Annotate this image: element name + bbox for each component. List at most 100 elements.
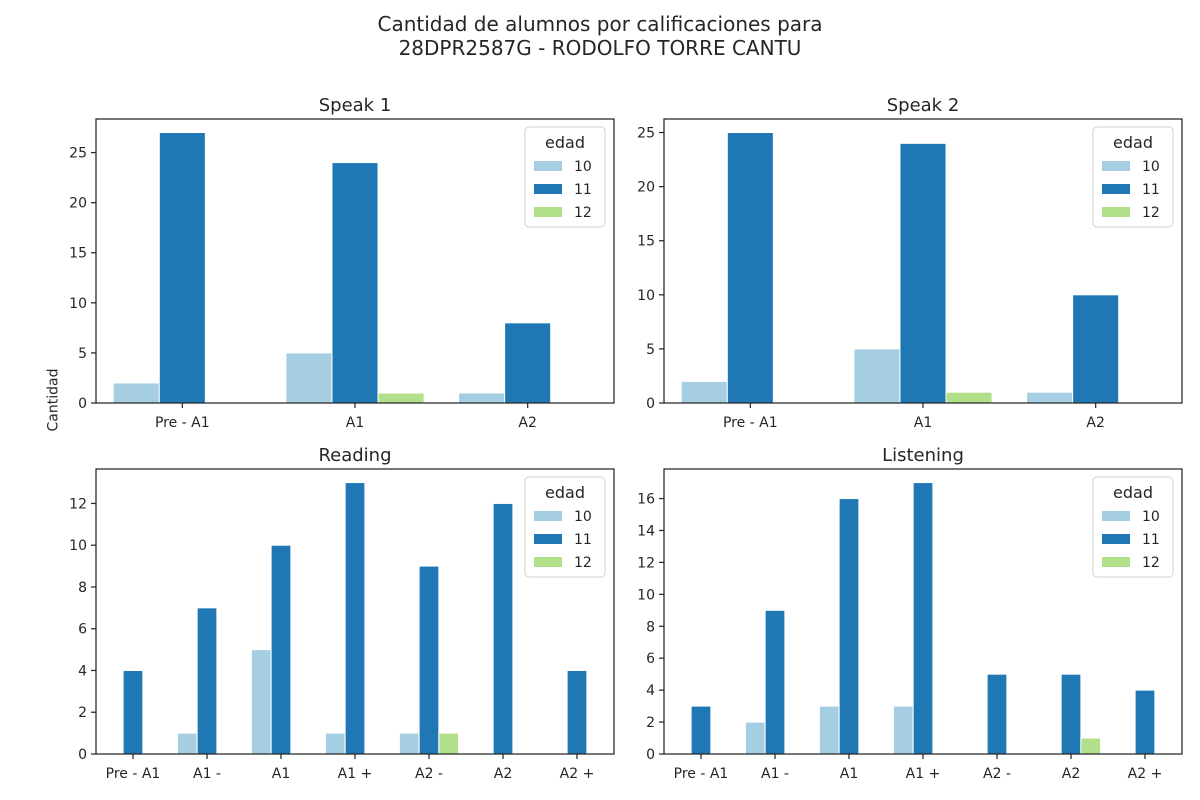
legend-label-10: 10 (574, 509, 592, 525)
y-tick-label: 4 (78, 663, 87, 679)
y-tick-label: 10 (637, 288, 655, 304)
bar-pre-a1-edad-11 (690, 705, 712, 755)
bar-a2-edad-11 (418, 565, 440, 755)
y-tick-label: 12 (637, 555, 655, 571)
x-tick-label-a1: A1 - (761, 766, 789, 782)
y-tick-label: 20 (637, 180, 655, 196)
bar-a1-edad-10 (744, 721, 766, 755)
legend-swatch-12 (534, 207, 562, 217)
y-tick-label: 15 (637, 234, 655, 250)
legend-label-11: 11 (574, 182, 592, 198)
y-tick-label: 6 (78, 622, 87, 638)
x-tick-label-a1: A1 (840, 766, 858, 782)
legend-swatch-11 (534, 534, 562, 544)
bar-a1-edad-11 (764, 609, 786, 755)
legend: edad 10 11 12 (524, 126, 606, 228)
bar-a2-edad-11 (1134, 689, 1156, 755)
legend-swatch-11 (534, 184, 562, 194)
panel-listening: Listening 0 2 4 6 8 10 12 14 16 Pre - A1 A1 - A1 A1 +… (637, 445, 1183, 782)
bar-a1-edad-10 (176, 732, 198, 755)
bar-a1-edad-11 (196, 607, 218, 755)
legend-label-10: 10 (574, 159, 592, 175)
x-tick-label-a2: A2 - (415, 766, 443, 782)
legend: edad 10 11 12 (1092, 126, 1174, 228)
y-tick-label: 20 (69, 196, 87, 212)
x-tick-label-a1: A1 (272, 766, 290, 782)
bar-a2-edad-11 (1072, 294, 1120, 404)
y-tick-label: 0 (78, 396, 87, 412)
legend-title: edad (1113, 483, 1153, 502)
y-tick-label: 8 (78, 580, 87, 596)
bar-a1-edad-11 (912, 482, 934, 755)
legend-swatch-11 (1102, 534, 1130, 544)
x-tick-label-a2: A2 (1086, 415, 1104, 431)
bar-a1-edad-11 (344, 482, 366, 755)
y-tick-label: 2 (646, 715, 655, 731)
legend-box (1092, 476, 1174, 578)
y-tick-label: 0 (646, 747, 655, 763)
y-tick-label: 6 (646, 651, 655, 667)
x-tick-label-a2: A2 - (983, 766, 1011, 782)
bar-a2-edad-10 (1026, 391, 1074, 404)
legend-label-12: 12 (1142, 555, 1160, 571)
bar-pre-a1-edad-11 (158, 132, 206, 404)
x-tick-label-a2: A2 (1062, 766, 1080, 782)
legend-title: edad (545, 133, 585, 152)
legend-label-12: 12 (574, 205, 592, 221)
bar-a1-edad-10 (285, 352, 333, 404)
x-tick-label-pre-a1: Pre - A1 (674, 766, 729, 782)
bar-a2-edad-11 (986, 673, 1008, 755)
y-tick-label: 10 (69, 538, 87, 554)
x-tick-label-a1: A1 - (193, 766, 221, 782)
bar-a1-edad-11 (838, 498, 860, 755)
x-tick-label-a2: A2 (494, 766, 512, 782)
x-tick-label-pre-a1: Pre - A1 (723, 415, 778, 431)
bar-a1-edad-11 (331, 162, 379, 404)
bar-a1-edad-11 (899, 142, 947, 404)
y-tick-label: 14 (637, 523, 655, 539)
x-tick-label-pre-a1: Pre - A1 (106, 766, 161, 782)
y-tick-label: 5 (78, 346, 87, 362)
y-tick-label: 0 (78, 747, 87, 763)
bar-a1-edad-10 (853, 348, 901, 404)
legend: edad 10 11 12 (524, 476, 606, 578)
bar-a2-edad-11 (1060, 673, 1082, 755)
x-tick-label-a1: A1 (914, 415, 932, 431)
x-tick-label-pre-a1: Pre - A1 (155, 415, 210, 431)
bar-a1-edad-10 (892, 705, 914, 755)
y-tick-label: 8 (646, 619, 655, 635)
bar-a2-edad-11 (504, 322, 552, 404)
bar-a1-edad-12 (945, 391, 993, 404)
bar-a2-edad-11 (492, 502, 514, 755)
legend-swatch-10 (534, 161, 562, 171)
legend-swatch-10 (1102, 161, 1130, 171)
legend-label-11: 11 (1142, 532, 1160, 548)
legend-title: edad (545, 483, 585, 502)
x-tick-label-a2: A2 (518, 415, 536, 431)
panel-title: Listening (882, 445, 964, 466)
y-tick-label: 2 (78, 705, 87, 721)
legend-box (524, 476, 606, 578)
bar-a2-edad-10 (398, 732, 420, 755)
bar-a2-edad-11 (566, 669, 588, 755)
bar-a1-edad-10 (324, 732, 346, 755)
y-tick-label: 5 (646, 342, 655, 358)
panel-reading: Reading 0 2 4 6 8 10 12 Pre - A1 A1 - A1 A1 + A2 - A2… (69, 445, 615, 782)
bar-a1-edad-12 (377, 392, 425, 404)
legend-swatch-10 (534, 511, 562, 521)
legend-box (1092, 126, 1174, 228)
y-tick-label: 25 (69, 146, 87, 162)
bar-pre-a1-edad-11 (122, 669, 144, 755)
bar-a1-edad-11 (270, 544, 292, 755)
y-tick-label: 15 (69, 246, 87, 262)
legend-swatch-12 (1102, 207, 1130, 217)
y-tick-label: 0 (646, 396, 655, 412)
x-tick-label-a2: A2 + (560, 766, 595, 782)
legend-label-10: 10 (1142, 159, 1160, 175)
legend-label-10: 10 (1142, 509, 1160, 525)
legend-label-11: 11 (574, 532, 592, 548)
bar-a1-edad-10 (250, 649, 272, 755)
y-tick-label: 4 (646, 683, 655, 699)
